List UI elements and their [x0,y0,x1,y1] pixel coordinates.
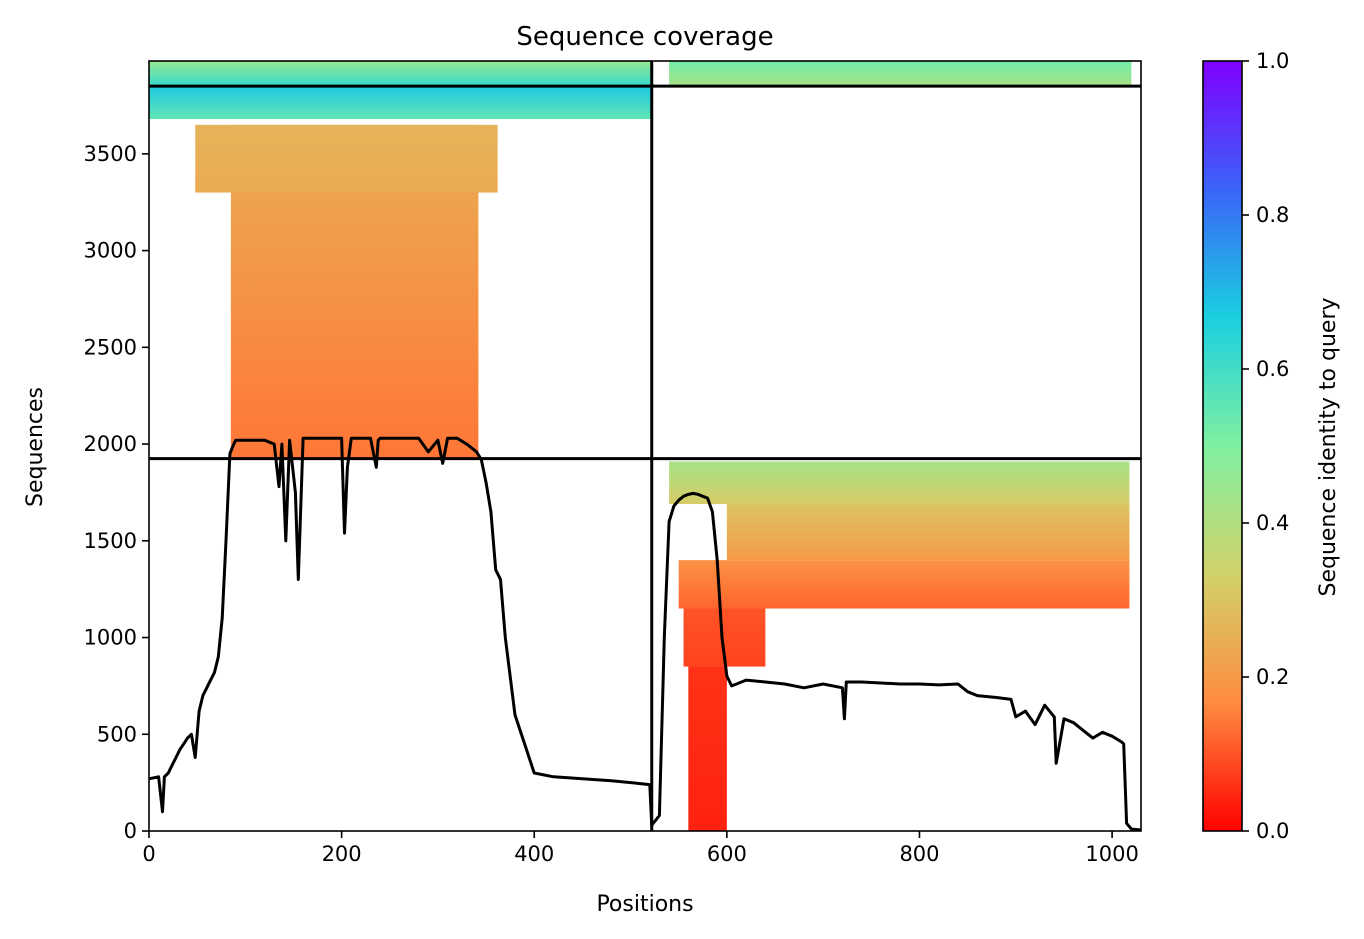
coverage-block [688,666,727,831]
y-tick-label: 1500 [84,529,137,553]
plot-frame [148,60,1142,832]
coverage-block [669,461,1130,505]
x-tick-label: 400 [514,842,554,866]
y-tick-label: 500 [97,722,137,746]
colorbar-tick-label: 0.8 [1256,203,1289,227]
y-tick-label: 2500 [84,335,137,359]
y-tick-label: 2000 [84,432,137,456]
x-tick-label: 1000 [1085,842,1138,866]
x-tick-label: 800 [899,842,939,866]
x-axis: 0 200 400 600 800 1000 [142,831,1139,866]
chart-title: Sequence coverage [516,22,773,52]
y-axis: 0 500 1000 1500 2000 2500 3000 3500 [84,142,149,843]
y-tick-label: 3500 [84,142,137,166]
x-tick-label: 0 [142,842,155,866]
colorbar: 0.0 0.2 0.4 0.6 0.8 1.0 [1202,49,1289,843]
colorbar-tick-label: 0.2 [1256,665,1289,689]
colorbar-label: Sequence identity to query [1316,297,1341,596]
y-tick-label: 1000 [84,626,137,650]
colorbar-gradient [1202,60,1243,832]
colorbar-tick-label: 0.6 [1256,357,1289,381]
y-tick-label: 3000 [84,239,137,263]
coverage-block [669,61,1132,87]
y-tick-label: 0 [124,819,137,843]
coverage-block [149,86,652,120]
x-tick-label: 600 [707,842,747,866]
colorbar-tick-label: 0.4 [1256,511,1289,535]
coverage-block [195,124,498,193]
x-axis-label: Positions [596,892,693,917]
coverage-block [726,504,1130,561]
plot-area [148,60,1142,832]
coverage-block [678,560,1130,609]
colorbar-tick-label: 0.0 [1256,819,1289,843]
x-tick-label: 200 [322,842,362,866]
coverage-line [148,436,1142,832]
colorbar-tick-label: 1.0 [1256,49,1289,73]
coverage-block [149,61,652,87]
y-axis-label: Sequences [23,387,48,507]
